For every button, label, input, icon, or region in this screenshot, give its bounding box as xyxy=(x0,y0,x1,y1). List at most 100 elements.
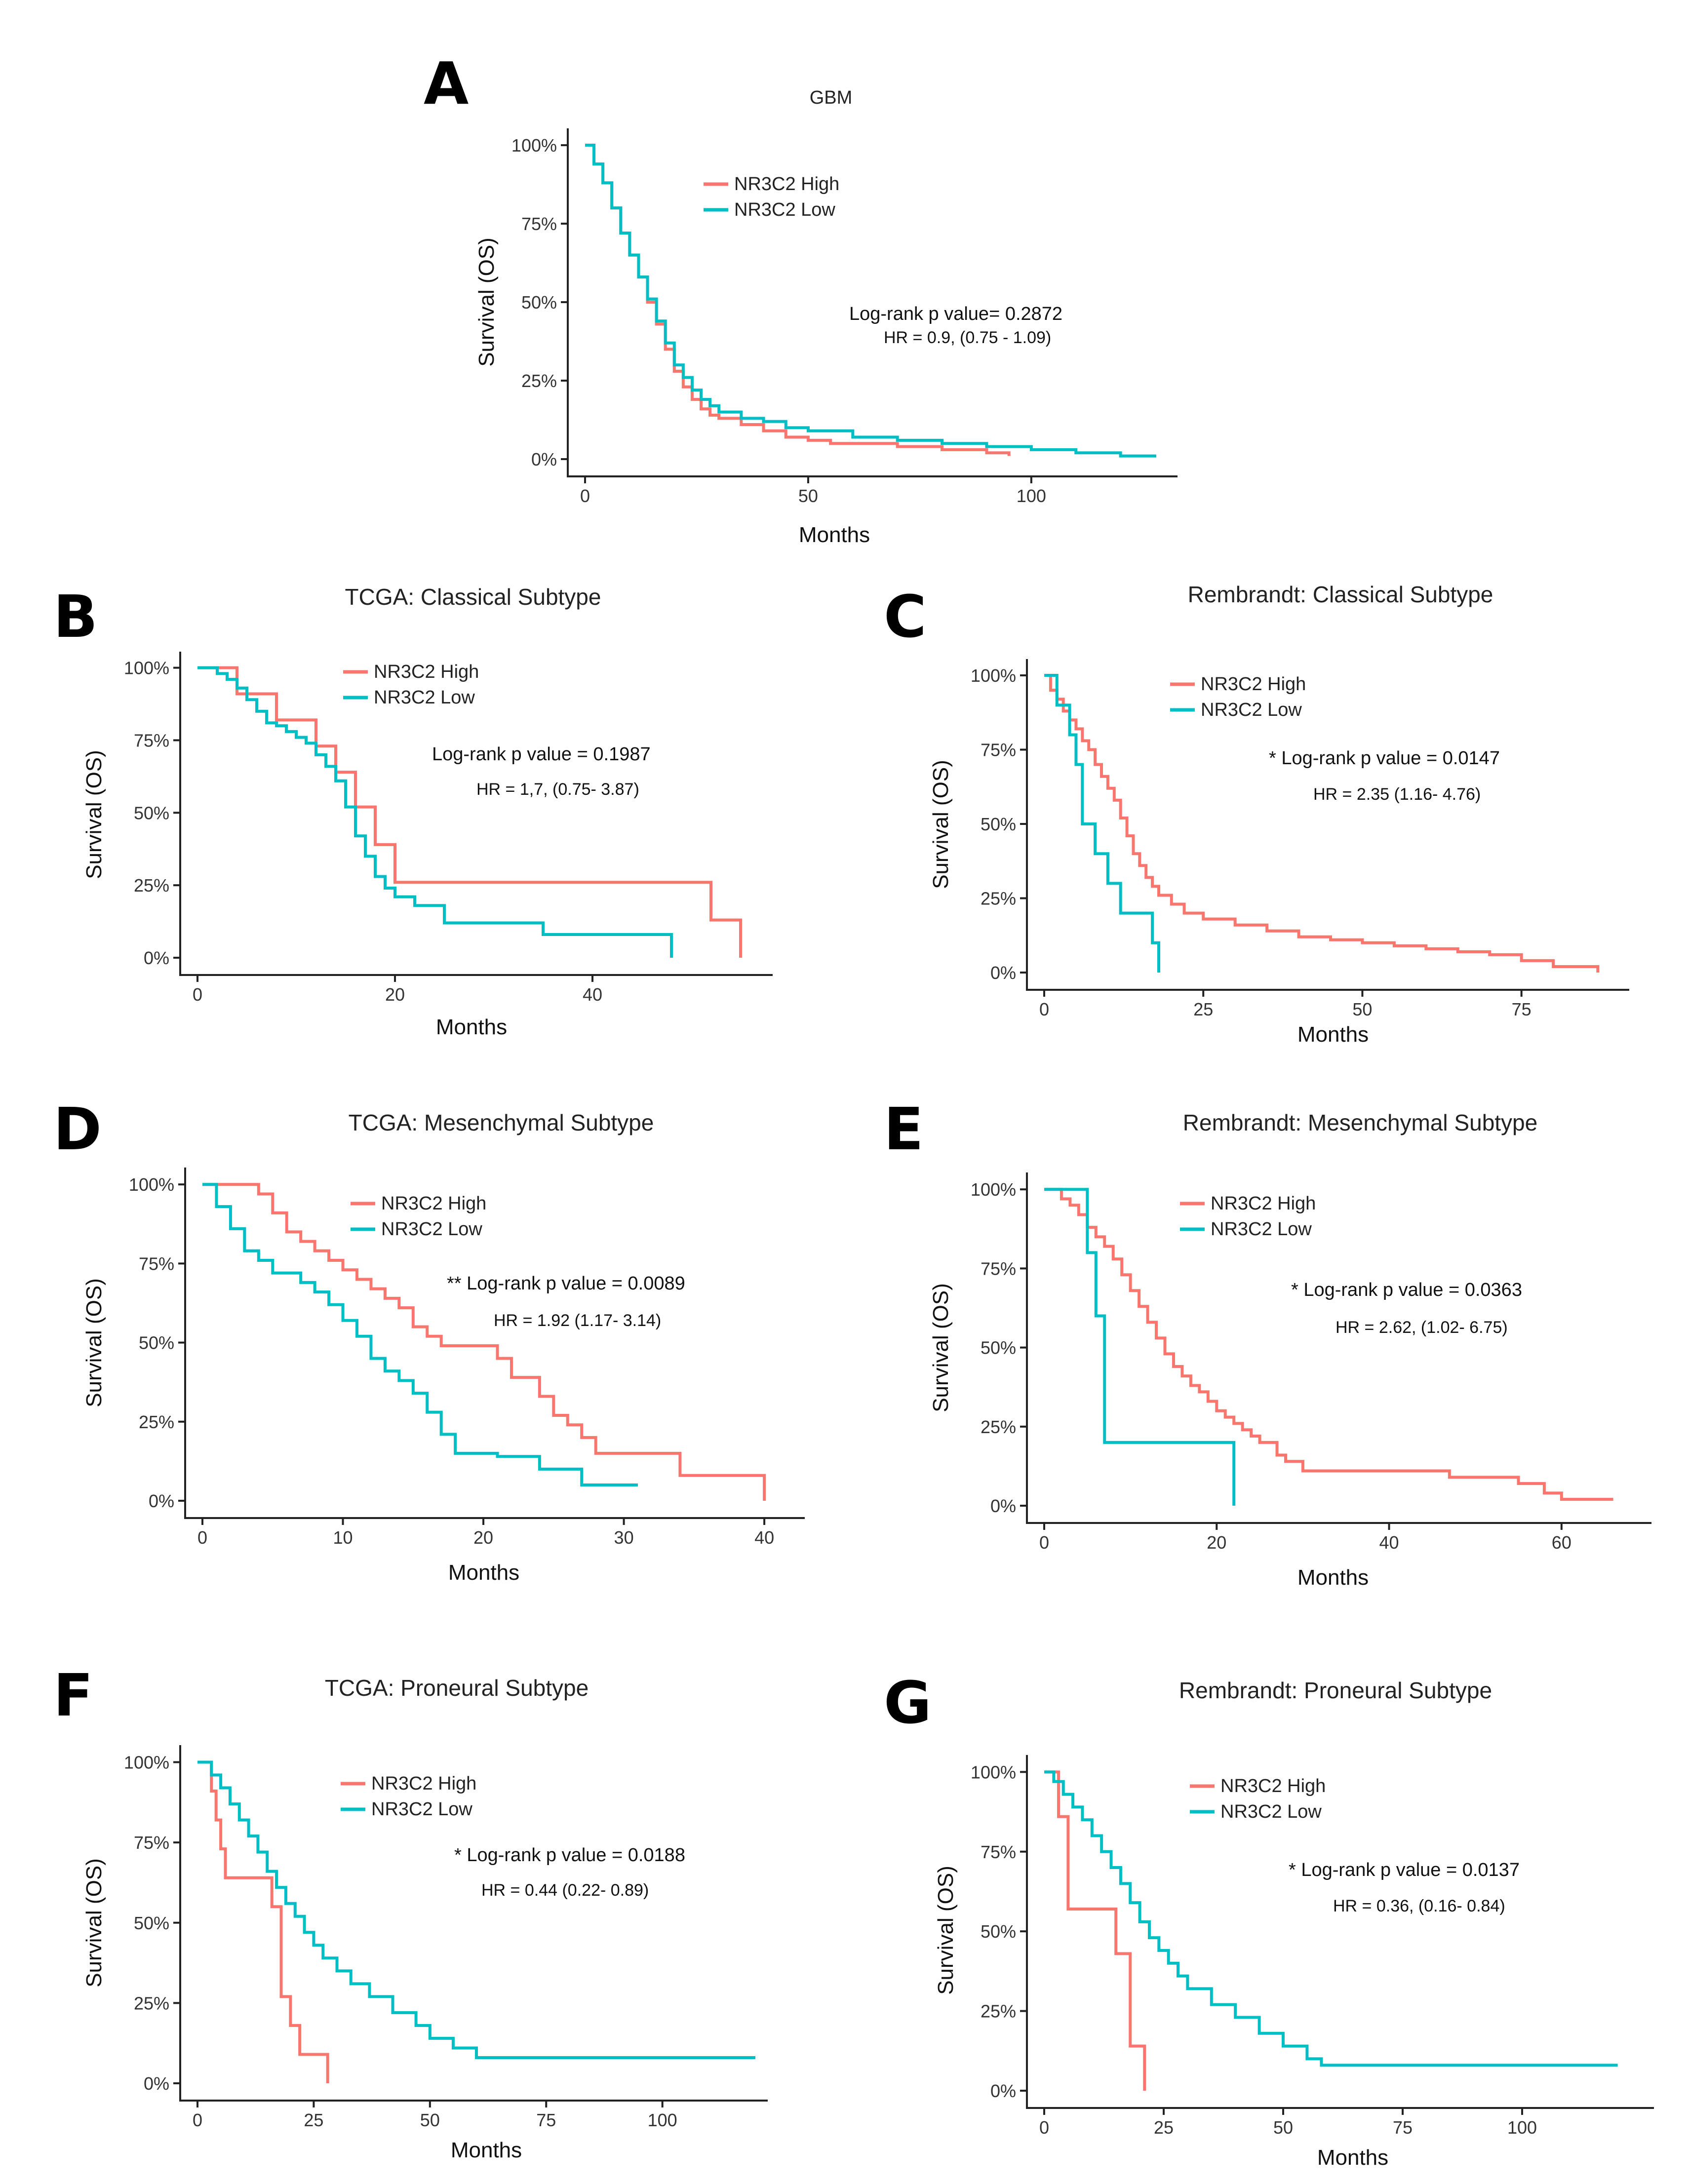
y-axis-label-e: Survival (OS) xyxy=(929,1283,953,1412)
x-tick-label: 25 xyxy=(1154,2117,1174,2138)
hazard-ratio-f: HR = 0.44 (0.22- 0.89) xyxy=(481,1881,649,1900)
panel-c: C Rembrandt: Classical Subtype 0% 25% 50% 75%… xyxy=(884,582,1629,1047)
y-tick-label: 50% xyxy=(134,1913,169,1933)
x-axis-label-g: Months xyxy=(1317,2145,1388,2170)
y-tick-label: 25% xyxy=(134,875,169,896)
y-tick-label: 100% xyxy=(971,1179,1016,1200)
y-tick-label: 25% xyxy=(134,1993,169,2013)
legend-label-low: NR3C2 Low xyxy=(381,1219,482,1240)
y-tick-label: 75% xyxy=(134,730,169,750)
y-tick-label: 0% xyxy=(990,963,1016,983)
y-tick-label: 0% xyxy=(990,1496,1016,1516)
axis-lines-e xyxy=(1026,1172,1651,1524)
survival-curve-high-e xyxy=(1044,1188,1613,1501)
chart-title-g: Rembrandt: Proneural Subtype xyxy=(1179,1677,1492,1703)
x-axis-label-b: Months xyxy=(436,1015,507,1039)
y-tick-label: 75% xyxy=(981,1842,1016,1862)
y-tick-label: 100% xyxy=(971,665,1016,686)
logrank-annotation-a: Log-rank p value= 0.2872 xyxy=(849,304,1062,324)
y-tick-label: 50% xyxy=(981,814,1016,834)
x-tick-label: 10 xyxy=(333,1527,353,1548)
y-tick-label: 50% xyxy=(981,1921,1016,1942)
chart-title-c: Rembrandt: Classical Subtype xyxy=(1188,582,1493,607)
x-tick-label: 25 xyxy=(1193,999,1213,1019)
survival-curve-high-c xyxy=(1044,674,1600,973)
y-tick-label: 0% xyxy=(144,948,169,968)
x-tick-label: 0 xyxy=(580,486,590,506)
x-tick-label: 0 xyxy=(197,1527,207,1548)
x-axis-label-d: Months xyxy=(448,1560,519,1585)
panel-a: A GBM 0% 25% 50% 75% 100% 0 50 100 Months Survival … xyxy=(424,49,1178,547)
panel-d: D TCGA: Mesenchymal Subtype0%25%50%75%100… xyxy=(53,1095,805,1585)
legend-label-high: NR3C2 High xyxy=(374,662,479,682)
chart-title-a: GBM xyxy=(810,87,853,108)
x-tick-label: 75 xyxy=(1512,999,1532,1019)
x-tick-label: 50 xyxy=(798,486,818,506)
y-tick-label: 100% xyxy=(129,1174,174,1195)
legend-label-low: NR3C2 Low xyxy=(1220,1801,1322,1822)
hazard-ratio-d: HR = 1.92 (1.17- 3.14) xyxy=(494,1311,661,1330)
x-tick-label: 100 xyxy=(1017,486,1046,506)
chart-title-b: TCGA: Classical Subtype xyxy=(345,584,601,610)
x-tick-label: 40 xyxy=(583,984,602,1005)
y-tick-label: 100% xyxy=(124,658,169,678)
survival-curve-high-d xyxy=(202,1183,766,1501)
logrank-annotation-c: * Log-rank p value = 0.0147 xyxy=(1269,748,1500,769)
y-tick-label: 75% xyxy=(134,1833,169,1853)
x-tick-label: 0 xyxy=(1039,1532,1049,1553)
x-tick-label: 100 xyxy=(648,2110,677,2130)
x-tick-label: 60 xyxy=(1552,1532,1571,1553)
panel-letter-b: B xyxy=(53,583,98,651)
x-tick-label: 20 xyxy=(385,984,405,1005)
logrank-annotation-d: ** Log-rank p value = 0.0089 xyxy=(447,1273,685,1294)
x-axis-label-c: Months xyxy=(1297,1022,1369,1047)
y-tick-label: 50% xyxy=(521,292,557,312)
y-tick-label: 25% xyxy=(521,371,557,391)
y-tick-label: 25% xyxy=(981,1417,1016,1437)
y-tick-label: 50% xyxy=(139,1333,174,1353)
legend-label-low: NR3C2 Low xyxy=(374,687,475,708)
x-axis-label-e: Months xyxy=(1297,1565,1369,1590)
x-tick-label: 100 xyxy=(1507,2117,1537,2138)
x-tick-label: 20 xyxy=(473,1527,493,1548)
survival-curve-low-e xyxy=(1044,1188,1236,1506)
panel-letter-d: D xyxy=(53,1095,102,1163)
x-tick-label: 75 xyxy=(536,2110,556,2130)
survival-curve-low-f xyxy=(197,1760,755,2059)
x-axis-label-a: Months xyxy=(799,523,870,547)
y-axis-label-f: Survival (OS) xyxy=(82,1858,106,1988)
panel-e: E Rembrandt: Mesenchymal Subtype 0% 25% 50% 7… xyxy=(884,1095,1651,1590)
axis-lines-d xyxy=(184,1168,805,1519)
legend-label-high: NR3C2 High xyxy=(1211,1193,1316,1214)
x-tick-label: 25 xyxy=(304,2110,323,2130)
legend-label-high: NR3C2 High xyxy=(1201,674,1306,695)
y-tick-label: 50% xyxy=(134,803,169,823)
y-axis-label-d: Survival (OS) xyxy=(82,1278,106,1407)
panel-f: F TCGA: Proneural Subtype 0% 25% 50% 75% 100% 0… xyxy=(53,1661,768,2162)
survival-curve-high-g xyxy=(1044,1770,1146,2091)
legend-label-high: NR3C2 High xyxy=(1220,1776,1326,1796)
logrank-annotation-g: * Log-rank p value = 0.0137 xyxy=(1289,1860,1520,1880)
logrank-annotation-b: Log-rank p value = 0.1987 xyxy=(432,744,651,765)
legend-label-low: NR3C2 Low xyxy=(1201,700,1302,720)
survival-curve-low-c xyxy=(1044,674,1160,973)
y-axis-label-b: Survival (OS) xyxy=(82,750,106,879)
x-tick-label: 30 xyxy=(614,1527,634,1548)
y-tick-label: 25% xyxy=(981,2001,1016,2022)
logrank-annotation-e: * Log-rank p value = 0.0363 xyxy=(1291,1280,1522,1300)
y-axis-label-c: Survival (OS) xyxy=(929,760,953,889)
legend-label-low: NR3C2 Low xyxy=(371,1799,472,1820)
hazard-ratio-a: HR = 0.9, (0.75 - 1.09) xyxy=(884,328,1051,347)
x-tick-label: 0 xyxy=(1039,2117,1049,2138)
legend-label-high: NR3C2 High xyxy=(734,174,839,195)
y-tick-label: 100% xyxy=(971,1762,1016,1782)
x-tick-label: 0 xyxy=(193,984,202,1005)
y-tick-label: 75% xyxy=(981,1258,1016,1279)
hazard-ratio-b: HR = 1,7, (0.75- 3.87) xyxy=(476,780,639,799)
x-tick-label: 20 xyxy=(1207,1532,1226,1553)
survival-curve-low-g xyxy=(1044,1770,1618,2067)
panel-letter-a: A xyxy=(424,49,469,117)
x-tick-label: 40 xyxy=(754,1527,774,1548)
hazard-ratio-c: HR = 2.35 (1.16- 4.76) xyxy=(1313,785,1481,804)
